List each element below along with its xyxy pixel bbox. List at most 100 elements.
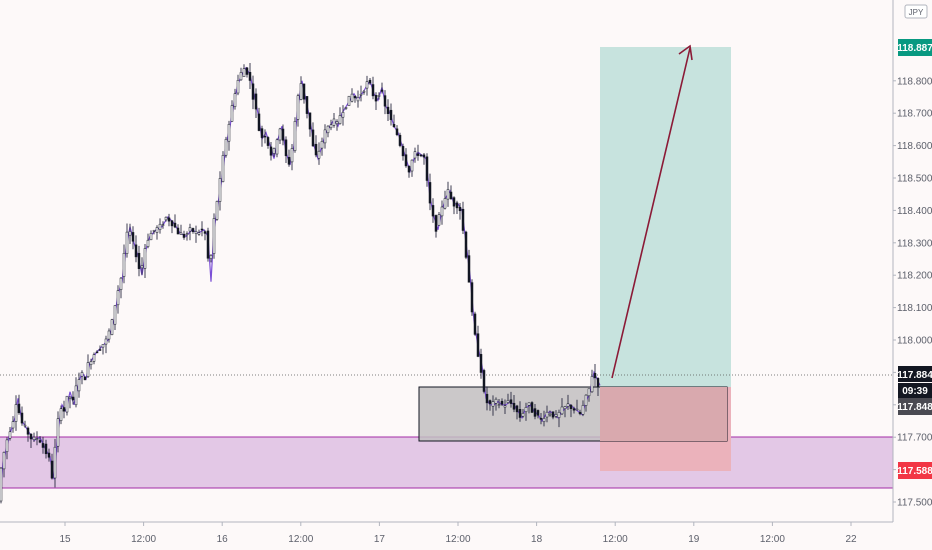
candle-body[interactable] bbox=[551, 411, 555, 418]
candle-body[interactable] bbox=[323, 129, 327, 144]
candle-body[interactable] bbox=[224, 139, 228, 156]
candle-body[interactable] bbox=[284, 139, 288, 157]
candle-body[interactable] bbox=[485, 393, 489, 404]
candle-body[interactable] bbox=[590, 376, 594, 393]
candle-body[interactable] bbox=[0, 467, 3, 502]
candle-body[interactable] bbox=[203, 231, 207, 234]
candle-body[interactable] bbox=[476, 333, 480, 357]
candle-body[interactable] bbox=[317, 150, 321, 159]
candle-body[interactable] bbox=[125, 231, 129, 254]
candle-body[interactable] bbox=[443, 198, 447, 209]
candle-body[interactable] bbox=[23, 424, 27, 427]
candle-body[interactable] bbox=[542, 418, 546, 422]
candle-body[interactable] bbox=[254, 93, 258, 110]
candle-body[interactable] bbox=[212, 218, 216, 254]
candle-body[interactable] bbox=[200, 228, 204, 231]
target-arrow[interactable] bbox=[611, 44, 693, 379]
candle-body[interactable] bbox=[236, 80, 240, 94]
candle-body[interactable] bbox=[50, 460, 54, 479]
candle-body[interactable] bbox=[386, 106, 390, 114]
candle-body[interactable] bbox=[569, 404, 573, 409]
candle-body[interactable] bbox=[467, 255, 471, 283]
candle-body[interactable] bbox=[134, 244, 138, 258]
candle-body[interactable] bbox=[515, 405, 519, 413]
candle-body[interactable] bbox=[320, 141, 324, 149]
candle-body[interactable] bbox=[98, 349, 102, 351]
candle-body[interactable] bbox=[452, 197, 456, 207]
candle-body[interactable] bbox=[263, 135, 267, 138]
candle-body[interactable] bbox=[416, 153, 420, 156]
candle-body[interactable] bbox=[299, 83, 303, 100]
candle-body[interactable] bbox=[140, 265, 144, 269]
candle-body[interactable] bbox=[539, 418, 543, 420]
candle-body[interactable] bbox=[92, 354, 96, 362]
candle-body[interactable] bbox=[197, 232, 201, 235]
candle-body[interactable] bbox=[596, 378, 600, 388]
candle-body[interactable] bbox=[371, 84, 375, 97]
candle-body[interactable] bbox=[260, 128, 264, 138]
candle-body[interactable] bbox=[116, 290, 120, 306]
candle-body[interactable] bbox=[2, 452, 6, 470]
candle-body[interactable] bbox=[512, 402, 516, 410]
candle-body[interactable] bbox=[530, 402, 534, 413]
candle-body[interactable] bbox=[314, 143, 318, 156]
candle-body[interactable] bbox=[278, 128, 282, 141]
candle-body[interactable] bbox=[446, 189, 450, 200]
candle-body[interactable] bbox=[395, 128, 399, 135]
candle-body[interactable] bbox=[194, 231, 198, 234]
candle-body[interactable] bbox=[305, 96, 309, 114]
candle-body[interactable] bbox=[38, 440, 42, 443]
candle-body[interactable] bbox=[80, 372, 84, 377]
candle-body[interactable] bbox=[554, 414, 558, 417]
candle-body[interactable] bbox=[227, 124, 231, 142]
candle-body[interactable] bbox=[152, 230, 156, 232]
candle-body[interactable] bbox=[461, 208, 465, 231]
candle-body[interactable] bbox=[65, 395, 69, 413]
candle-body[interactable] bbox=[545, 411, 549, 418]
candle-body[interactable] bbox=[128, 231, 132, 236]
candle-body[interactable] bbox=[449, 191, 453, 200]
candle-body[interactable] bbox=[179, 232, 183, 235]
candle-body[interactable] bbox=[335, 121, 339, 125]
candle-body[interactable] bbox=[593, 373, 597, 379]
candle-body[interactable] bbox=[431, 205, 435, 217]
candle-body[interactable] bbox=[302, 83, 306, 100]
candle-body[interactable] bbox=[242, 68, 246, 77]
candle-body[interactable] bbox=[89, 361, 93, 365]
candle-body[interactable] bbox=[77, 379, 81, 392]
candle-body[interactable] bbox=[155, 227, 159, 233]
candle-body[interactable] bbox=[206, 230, 210, 259]
candle-body[interactable] bbox=[107, 330, 111, 340]
candle-body[interactable] bbox=[26, 427, 30, 435]
candle-body[interactable] bbox=[182, 233, 186, 238]
candle-body[interactable] bbox=[344, 107, 348, 109]
candle-body[interactable] bbox=[188, 227, 192, 232]
candle-body[interactable] bbox=[29, 433, 33, 440]
candle-body[interactable] bbox=[311, 129, 315, 147]
candle-body[interactable] bbox=[185, 233, 189, 235]
candle-body[interactable] bbox=[359, 93, 363, 96]
candle-body[interactable] bbox=[455, 202, 459, 209]
candle-body[interactable] bbox=[59, 408, 63, 421]
candle-body[interactable] bbox=[341, 112, 345, 118]
candle-body[interactable] bbox=[566, 403, 570, 407]
candle-body[interactable] bbox=[518, 409, 522, 418]
candle-body[interactable] bbox=[434, 215, 438, 232]
candle-body[interactable] bbox=[251, 83, 255, 100]
candle-body[interactable] bbox=[326, 125, 330, 134]
candle-body[interactable] bbox=[62, 407, 66, 412]
candle-body[interactable] bbox=[170, 220, 174, 227]
candle-body[interactable] bbox=[257, 113, 261, 131]
candle-body[interactable] bbox=[377, 95, 381, 97]
candle-body[interactable] bbox=[101, 344, 105, 348]
candle-body[interactable] bbox=[428, 182, 432, 204]
candle-body[interactable] bbox=[308, 112, 312, 130]
candle-body[interactable] bbox=[137, 252, 141, 269]
candle-body[interactable] bbox=[347, 95, 351, 106]
candle-body[interactable] bbox=[266, 137, 270, 146]
candle-body[interactable] bbox=[521, 413, 525, 417]
candle-body[interactable] bbox=[581, 405, 585, 415]
candle-body[interactable] bbox=[161, 224, 165, 226]
candle-body[interactable] bbox=[56, 418, 60, 447]
candle-body[interactable] bbox=[68, 396, 72, 399]
